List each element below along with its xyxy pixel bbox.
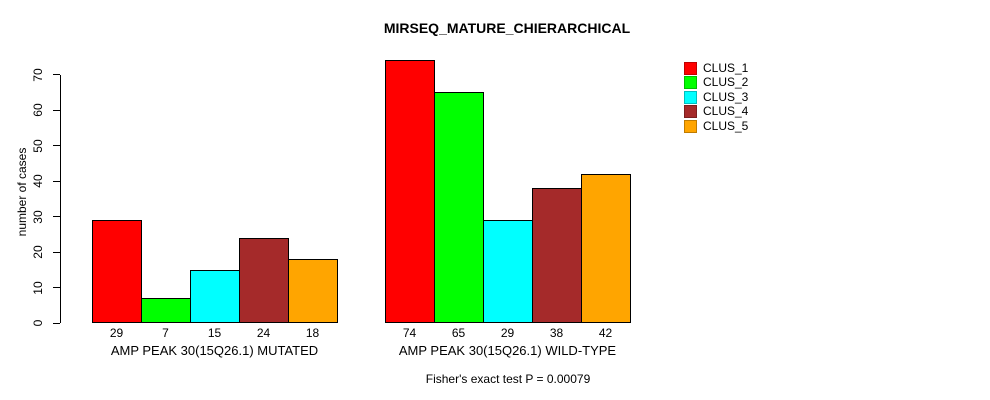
bar-value-label: 74 <box>402 326 417 340</box>
y-tick-mark <box>53 287 60 288</box>
legend-label: CLUS_1 <box>703 60 749 75</box>
legend-swatch-clus_4 <box>684 105 697 119</box>
legend-swatch-clus_3 <box>684 90 697 104</box>
legend-item-clus_4: CLUS_4 <box>684 105 748 120</box>
y-tick-mark <box>53 74 60 75</box>
y-tick-label: 70 <box>31 67 45 82</box>
y-tick-mark <box>53 145 60 146</box>
y-tick-mark <box>53 322 60 324</box>
bar-clus_2-group2 <box>434 92 484 323</box>
y-tick-label: 60 <box>31 103 45 117</box>
y-tick-mark <box>53 180 60 182</box>
legend-swatch-clus_5 <box>684 119 697 133</box>
y-tick-label: 20 <box>31 245 45 259</box>
y-tick-label: 30 <box>31 209 45 224</box>
group-label-1: AMP PEAK 30(15Q26.1) MUTATED <box>110 343 319 358</box>
fisher-test-annotation: Fisher's exact test P = 0.00079 <box>425 372 591 386</box>
bar-clus_5-group2 <box>581 173 631 323</box>
bar-clus_3-group1 <box>190 269 240 323</box>
bar-clus_4-group2 <box>532 188 582 323</box>
y-tick-mark <box>53 109 60 111</box>
chart-title: MIRSEQ_MATURE_CHIERARCHICAL <box>383 20 631 36</box>
bar-value-label: 24 <box>256 326 271 340</box>
bar-clus_3-group2 <box>483 220 533 323</box>
y-axis-label: number of cases <box>15 147 29 237</box>
bar-clus_4-group1 <box>239 237 289 323</box>
bar-value-label: 7 <box>162 326 169 340</box>
bar-value-label: 38 <box>549 326 564 340</box>
bar-clus_2-group1 <box>141 298 191 323</box>
legend-item-clus_5: CLUS_5 <box>684 119 748 134</box>
bar-clus_5-group1 <box>288 259 338 323</box>
legend-item-clus_2: CLUS_2 <box>684 76 748 91</box>
group-label-2: AMP PEAK 30(15Q26.1) WILD-TYPE <box>398 343 617 358</box>
bar-value-label: 29 <box>500 326 515 340</box>
legend-label: CLUS_2 <box>703 75 749 90</box>
legend: CLUS_1 CLUS_2 CLUS_3 CLUS_4 CLUS_5 <box>684 61 748 134</box>
y-axis-line <box>60 74 61 323</box>
bar-clus_1-group2 <box>385 60 435 323</box>
y-tick-label: 50 <box>31 138 45 153</box>
bar-clus_1-group1 <box>92 220 142 323</box>
legend-item-clus_3: CLUS_3 <box>684 90 748 105</box>
bar-value-label: 29 <box>109 326 124 340</box>
bar-value-label: 65 <box>451 326 466 340</box>
legend-item-clus_1: CLUS_1 <box>684 61 748 76</box>
legend-label: CLUS_3 <box>703 89 749 104</box>
bar-value-label: 18 <box>305 326 320 340</box>
bar-value-label: 42 <box>598 326 613 340</box>
y-tick-mark <box>53 251 60 253</box>
y-tick-label: 10 <box>31 280 45 295</box>
legend-label: CLUS_5 <box>703 118 749 133</box>
legend-swatch-clus_2 <box>684 76 697 90</box>
y-tick-label: 40 <box>31 174 45 188</box>
y-tick-mark <box>53 216 60 217</box>
legend-label: CLUS_4 <box>703 104 749 119</box>
bar-value-label: 15 <box>207 326 222 340</box>
legend-swatch-clus_1 <box>684 61 697 75</box>
y-tick-label: 0 <box>31 319 45 327</box>
